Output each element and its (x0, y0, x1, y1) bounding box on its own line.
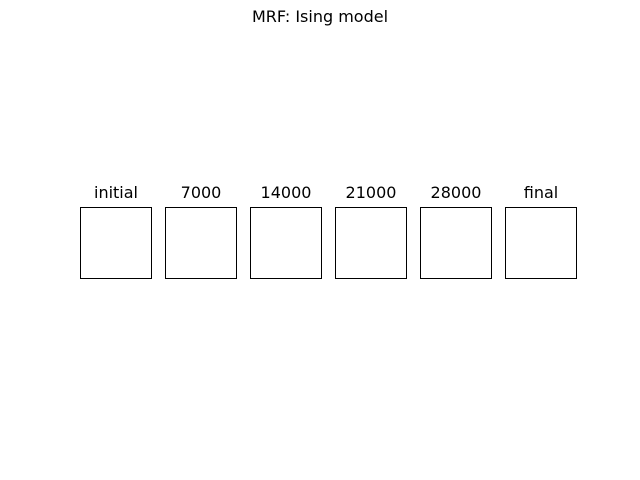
panel-image-frame (165, 207, 237, 279)
panel-initial: initial (80, 183, 152, 279)
panel-final: final (505, 183, 577, 279)
figure-title: MRF: Ising model (251, 7, 389, 26)
panel-28000: 28000 (420, 183, 492, 279)
panel-title: final (523, 183, 559, 202)
panel-image-frame (335, 207, 407, 279)
panel-title: 14000 (260, 183, 312, 202)
panel-title: 21000 (345, 183, 397, 202)
panel-title: initial (94, 183, 138, 202)
panel-title: 7000 (180, 183, 222, 202)
panel-image-frame (80, 207, 152, 279)
panel-image-frame (505, 207, 577, 279)
panel-14000: 14000 (250, 183, 322, 279)
panel-7000: 7000 (165, 183, 237, 279)
panel-image-frame (420, 207, 492, 279)
panel-title: 28000 (430, 183, 482, 202)
panel-image-frame (250, 207, 322, 279)
panel-21000: 21000 (335, 183, 407, 279)
